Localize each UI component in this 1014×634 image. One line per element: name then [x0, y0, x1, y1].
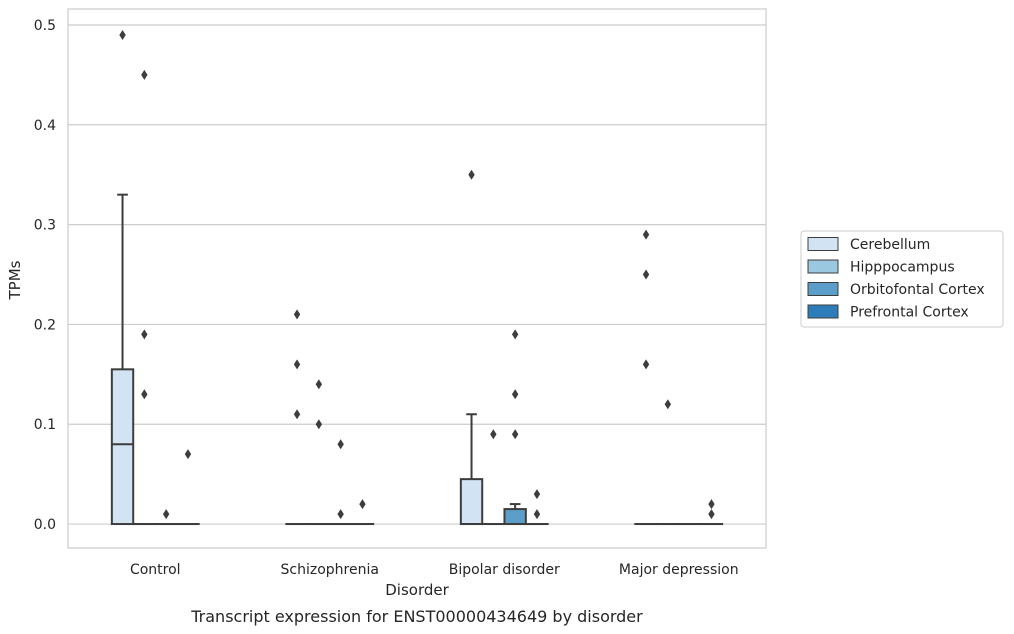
box-cerebellum: [110, 29, 135, 526]
outlier-point: [141, 69, 148, 80]
iqr-box: [459, 478, 484, 526]
x-axis-title: Disorder: [385, 581, 449, 599]
outlier-point: [708, 509, 715, 520]
outlier-point: [533, 509, 541, 520]
box-prefrontal-cortex: [176, 449, 200, 526]
box-orbitofontal-cortex: [503, 329, 527, 526]
box-hipppocampus: [307, 379, 331, 526]
y-tick-label: 0.4: [34, 118, 56, 134]
box-hipppocampus: [132, 69, 157, 526]
box-orbitofontal-cortex: [328, 439, 353, 526]
outlier-point: [184, 449, 192, 460]
chart-caption: Transcript expression for ENST0000043464…: [190, 607, 643, 626]
legend-label: Hipppocampus: [850, 260, 955, 276]
legend-frame: [800, 230, 1004, 328]
box-cerebellum: [634, 229, 658, 526]
y-axis-title: TPMs: [6, 260, 24, 300]
iqr-box: [503, 508, 527, 526]
y-tick-label: 0.5: [34, 18, 56, 34]
grid-lines: [68, 24, 766, 525]
outlier-point: [315, 419, 323, 430]
outlier-point: [293, 409, 301, 420]
outlier-point: [642, 269, 650, 280]
box-plot-marks: [110, 29, 724, 526]
x-tick-label: Control: [130, 562, 181, 578]
legend: Cerebellum Hipppocampus Orbitofontal Corte…: [800, 230, 1004, 328]
box-cerebellum: [459, 169, 484, 526]
legend-label: Cerebellum: [850, 237, 930, 253]
outlier-point: [293, 309, 301, 320]
outlier-point: [337, 509, 344, 520]
plot-frame: [67, 8, 767, 549]
x-tick-label: Schizophrenia: [281, 562, 379, 578]
outlier-point: [642, 359, 650, 370]
box-prefrontal-cortex: [350, 499, 375, 526]
outlier-point: [141, 329, 148, 340]
outlier-point: [511, 389, 519, 400]
y-tick-labels: 0.0 0.1 0.2 0.3 0.4 0.5: [34, 18, 56, 533]
outlier-point: [162, 509, 170, 520]
legend-label: Prefrontal Cortex: [850, 305, 969, 321]
outlier-point: [468, 169, 475, 180]
outlier-point: [664, 399, 672, 410]
legend-swatch: [807, 304, 839, 319]
outlier-point: [119, 29, 126, 40]
box-orbitofontal-cortex: [154, 509, 178, 526]
legend-swatch: [807, 282, 839, 296]
outlier-point: [511, 429, 519, 440]
box-hipppocampus: [481, 429, 506, 526]
outlier-point: [337, 439, 344, 450]
outlier-point: [708, 499, 715, 510]
outlier-point: [359, 499, 366, 510]
legend-swatch: [807, 259, 839, 274]
legend-swatch: [807, 237, 839, 251]
outlier-point: [533, 489, 541, 500]
x-tick-labels: Control Schizophrenia Bipolar disorder Majo…: [130, 562, 739, 578]
legend-label: Orbitofontal Cortex: [850, 282, 985, 298]
y-tick-label: 0.0: [34, 517, 56, 533]
y-tick-label: 0.2: [34, 317, 56, 333]
y-tick-label: 0.3: [34, 218, 56, 234]
box-prefrontal-cortex: [699, 499, 724, 526]
outlier-point: [642, 229, 650, 240]
outlier-point: [315, 379, 323, 390]
box-cerebellum: [285, 309, 309, 526]
x-tick-label: Major depression: [619, 562, 739, 578]
outlier-point: [490, 429, 497, 440]
iqr-box: [110, 368, 135, 526]
outlier-point: [141, 389, 148, 400]
y-tick-label: 0.1: [34, 417, 56, 433]
outlier-point: [293, 359, 301, 370]
x-tick-label: Bipolar disorder: [449, 562, 560, 578]
box-prefrontal-cortex: [525, 489, 549, 526]
outlier-point: [511, 329, 519, 340]
box-hipppocampus: [656, 399, 680, 526]
legend-items: Cerebellum Hipppocampus Orbitofontal Corte…: [807, 237, 985, 321]
